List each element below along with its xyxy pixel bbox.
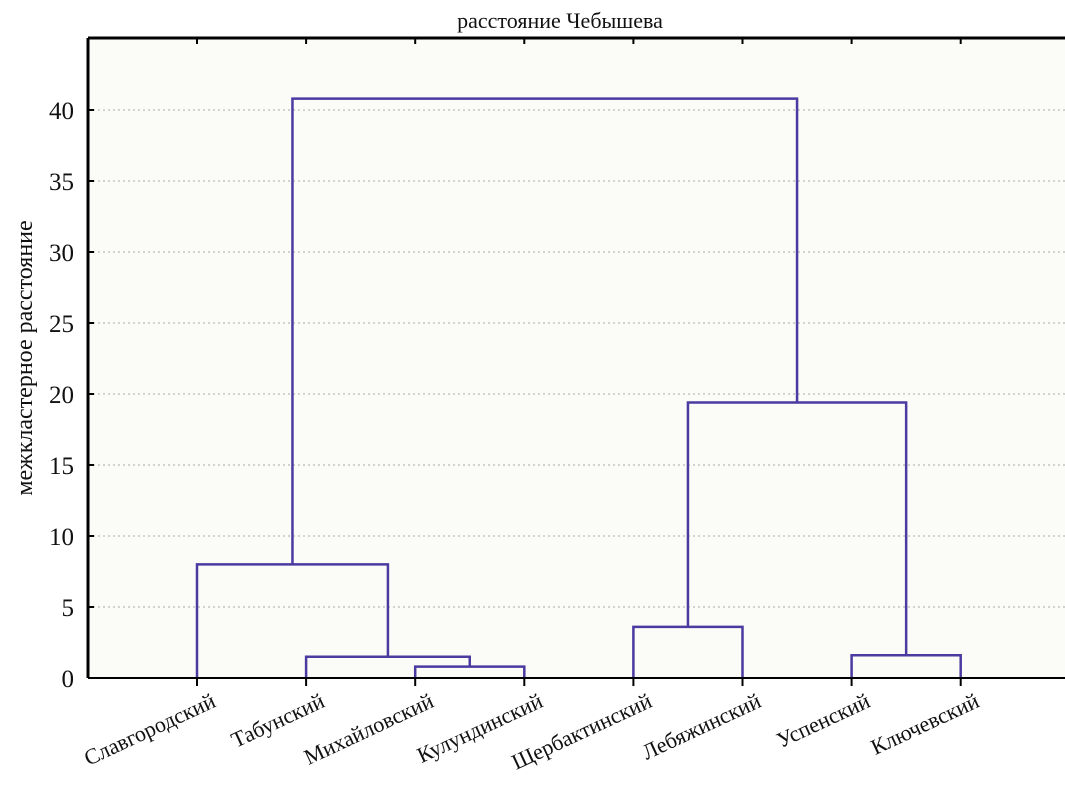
y-tick-label: 5	[62, 595, 75, 622]
y-tick-label: 20	[49, 382, 74, 409]
y-tick-label: 40	[49, 98, 74, 125]
y-tick-label: 30	[49, 240, 74, 267]
y-tick-label: 0	[62, 666, 75, 693]
y-tick-label: 15	[49, 453, 74, 480]
y-tick-label: 25	[49, 311, 74, 338]
chart-title: расстояние Чебышева	[457, 8, 663, 33]
y-tick-label: 35	[49, 169, 74, 196]
plot-area-background	[88, 38, 1065, 678]
x-tick-label: Успенский	[773, 688, 874, 753]
x-tick-label: Славгородский	[80, 688, 219, 771]
x-tick-label: Лебяжинский	[638, 688, 765, 765]
dendrogram-links	[195, 97, 962, 678]
y-axis-label: межкластерное расстояние	[12, 220, 38, 495]
dendrogram-link	[291, 97, 799, 565]
y-tick-label: 10	[49, 524, 74, 551]
y-ticks: 0 5 10 15 20 25 30 35 40	[49, 98, 94, 693]
x-tick-label: Ключевский	[867, 688, 983, 760]
